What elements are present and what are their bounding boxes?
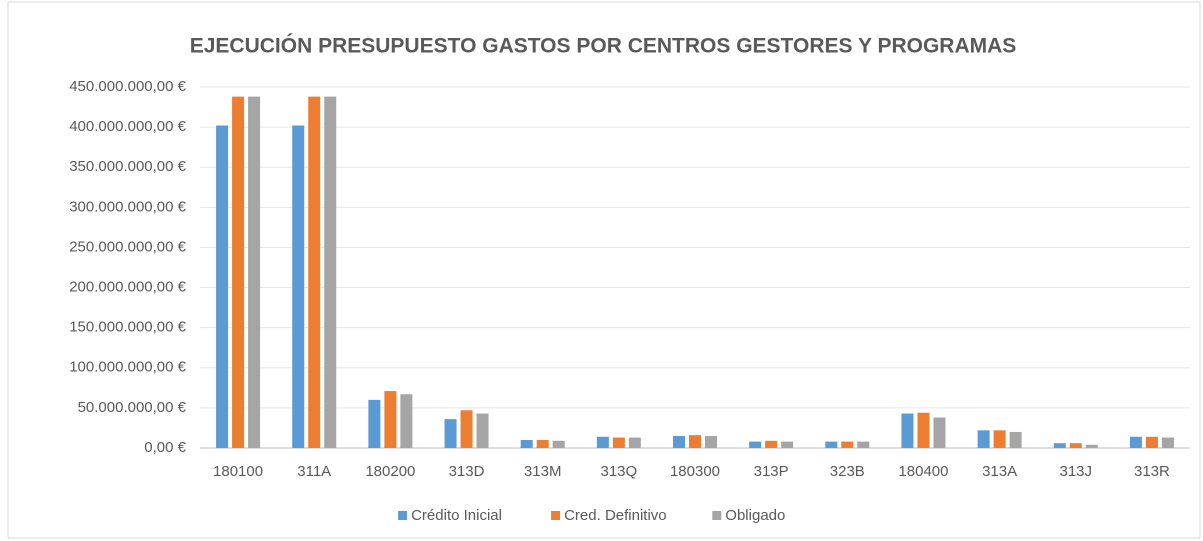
x-tick-label: 180200 — [365, 463, 415, 480]
x-tick-label: 313D — [449, 463, 485, 480]
y-tick-label: 100.000.000,00 € — [69, 359, 186, 376]
bar — [232, 96, 245, 449]
x-tick-label: 311A — [297, 463, 331, 480]
bar — [673, 435, 685, 448]
y-tick-label: 300.000.000,00 € — [69, 198, 186, 215]
bar — [248, 96, 261, 449]
bar — [308, 96, 321, 449]
bar — [596, 436, 609, 448]
y-tick-label: 200.000.000,00 € — [69, 279, 186, 296]
bar — [917, 412, 930, 448]
bar — [552, 440, 565, 448]
y-tick-label: 50.000.000,00 € — [78, 399, 187, 416]
y-tick-label: 0,00 € — [144, 439, 186, 456]
bar — [460, 410, 473, 448]
bar — [1085, 444, 1098, 448]
x-tick-label: 313J — [1060, 463, 1093, 480]
y-tick-label: 350.000.000,00 € — [69, 158, 186, 175]
y-tick-label: 150.000.000,00 € — [69, 319, 186, 336]
x-tick-label: 313Q — [600, 463, 637, 480]
bar — [977, 430, 990, 448]
bar — [520, 439, 533, 448]
bar — [781, 441, 794, 448]
bar — [444, 419, 457, 448]
bar — [689, 435, 701, 448]
bar — [368, 399, 381, 448]
x-tick-label: 313A — [982, 463, 1017, 480]
bar — [1161, 437, 1174, 448]
bar — [825, 441, 838, 448]
x-tick-label: 180300 — [670, 463, 720, 480]
legend-label: Crédito Inicial — [411, 507, 502, 524]
bar — [1069, 443, 1082, 448]
bar — [400, 394, 413, 448]
bar — [1009, 431, 1022, 448]
bar — [901, 413, 914, 448]
legend-swatch — [712, 511, 722, 520]
bar — [536, 439, 549, 448]
bar — [324, 96, 337, 449]
chart-title: EJECUCIÓN PRESUPUESTO GASTOS POR CENTROS… — [190, 34, 1017, 58]
legend-label: Cred. Definitivo — [564, 507, 667, 524]
bar — [612, 437, 625, 448]
bar — [765, 440, 778, 448]
bar — [993, 430, 1006, 448]
chart-frame — [7, 1, 1201, 539]
bar — [933, 417, 946, 448]
bar — [476, 413, 489, 448]
bar — [1129, 436, 1142, 448]
bar — [292, 125, 305, 449]
x-tick-label: 180400 — [898, 463, 948, 480]
bar — [749, 441, 762, 448]
x-tick-label: 313P — [754, 463, 789, 480]
bar — [384, 391, 397, 448]
y-tick-label: 450.000.000,00 € — [69, 78, 186, 95]
y-tick-label: 400.000.000,00 € — [69, 118, 186, 135]
bar — [1145, 436, 1158, 448]
bar — [857, 441, 870, 448]
legend-swatch — [551, 511, 561, 520]
x-tick-label: 313M — [524, 463, 562, 480]
bar — [628, 437, 641, 448]
x-tick-label: 313R — [1134, 463, 1170, 480]
legend-swatch — [398, 511, 408, 520]
x-tick-label: 180100 — [213, 463, 263, 480]
bar — [216, 125, 229, 449]
x-tick-label: 323B — [830, 463, 865, 480]
legend-label: Obligado — [725, 507, 785, 524]
bar — [705, 435, 717, 448]
y-tick-label: 250.000.000,00 € — [69, 238, 186, 255]
bar — [1053, 443, 1066, 448]
bar — [841, 441, 854, 448]
